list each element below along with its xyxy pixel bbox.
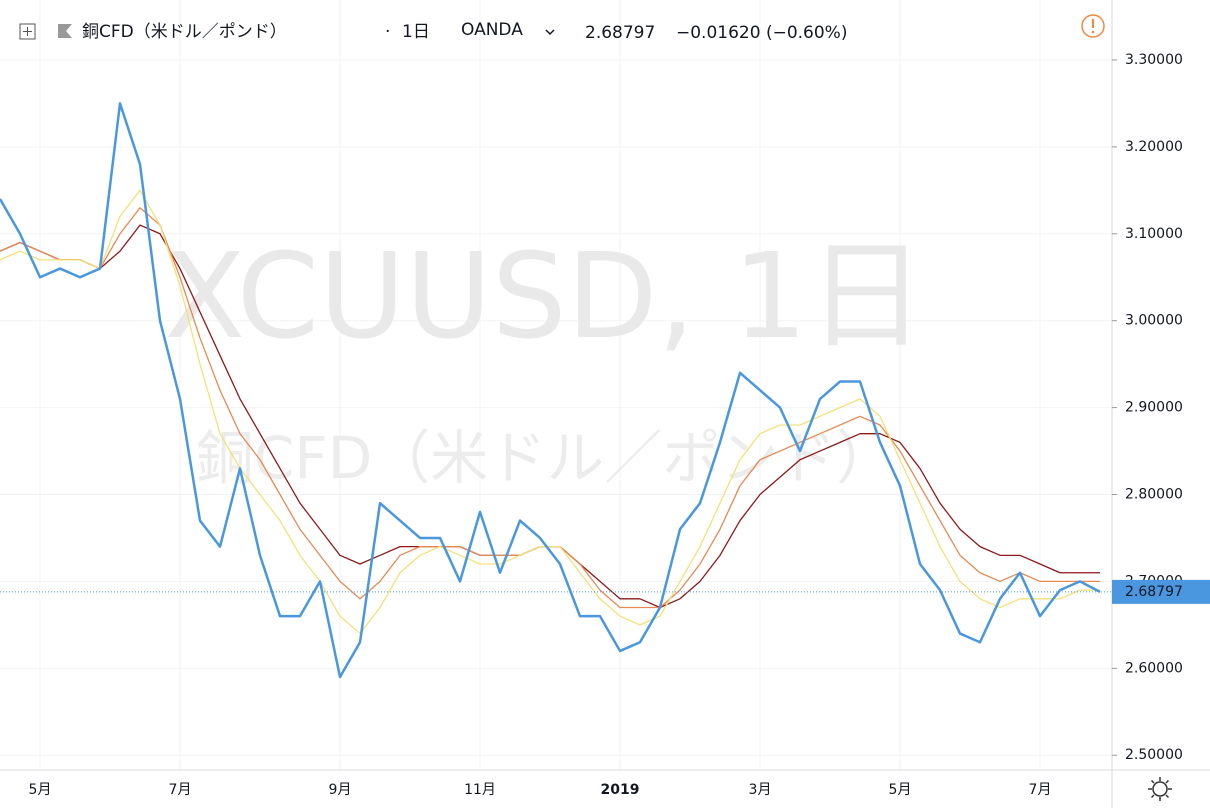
expand-icon[interactable] xyxy=(19,23,36,40)
series-line xyxy=(0,189,1100,635)
alert-icon xyxy=(1091,30,1095,34)
source[interactable]: OANDA xyxy=(461,20,523,40)
settings-icon[interactable] xyxy=(1148,777,1172,801)
header: 銅CFD（米ドル／ポンド） · 1日 OANDA 2.68797 −0.0162… xyxy=(19,14,1105,43)
grid xyxy=(0,0,1112,770)
x-tick-label: 9月 xyxy=(329,782,352,798)
watermark-subtitle: 銅CFD（米ドル／ポンド） xyxy=(196,424,895,492)
y-tick-label: 2.80000 xyxy=(1125,487,1183,503)
settings-icon xyxy=(1148,777,1172,801)
flag-icon[interactable] xyxy=(58,24,72,38)
y-tick-label: 2.60000 xyxy=(1125,660,1183,676)
series-line xyxy=(0,102,1101,679)
x-tick-label: 5月 xyxy=(29,782,52,798)
last-price-tag-label: 2.68797 xyxy=(1125,584,1183,600)
last-price-tag xyxy=(1112,579,1210,604)
y-tick-label: 3.30000 xyxy=(1125,52,1183,68)
x-tick-label: 5月 xyxy=(889,782,912,798)
alert-icon[interactable] xyxy=(1081,14,1105,38)
price-change: −0.01620 (−0.60%) xyxy=(676,23,847,43)
symbol-name[interactable]: 銅CFD（米ドル／ポンド） xyxy=(82,22,287,42)
y-tick-label: 3.10000 xyxy=(1125,226,1183,242)
y-tick-label: 2.50000 xyxy=(1125,747,1183,763)
y-tick-label: 3.00000 xyxy=(1125,313,1183,329)
y-tick-label: 3.20000 xyxy=(1125,139,1183,155)
x-tick-label: 11月 xyxy=(464,782,496,798)
plot xyxy=(0,102,1112,679)
settings-icon xyxy=(1152,781,1168,797)
interval[interactable]: 1日 xyxy=(402,22,430,42)
y-tick-label: 2.90000 xyxy=(1125,400,1183,416)
last-price: 2.68797 xyxy=(585,23,655,43)
separator: · xyxy=(385,22,390,42)
x-tick-label: 3月 xyxy=(749,782,772,798)
dropdown-arrow[interactable] xyxy=(545,29,555,36)
x-tick-label: 7月 xyxy=(169,782,192,798)
watermark: XCUUSD, 1日 xyxy=(164,227,925,365)
x-tick-label: 7月 xyxy=(1029,782,1052,798)
x-tick-label: 2019 xyxy=(601,782,640,798)
